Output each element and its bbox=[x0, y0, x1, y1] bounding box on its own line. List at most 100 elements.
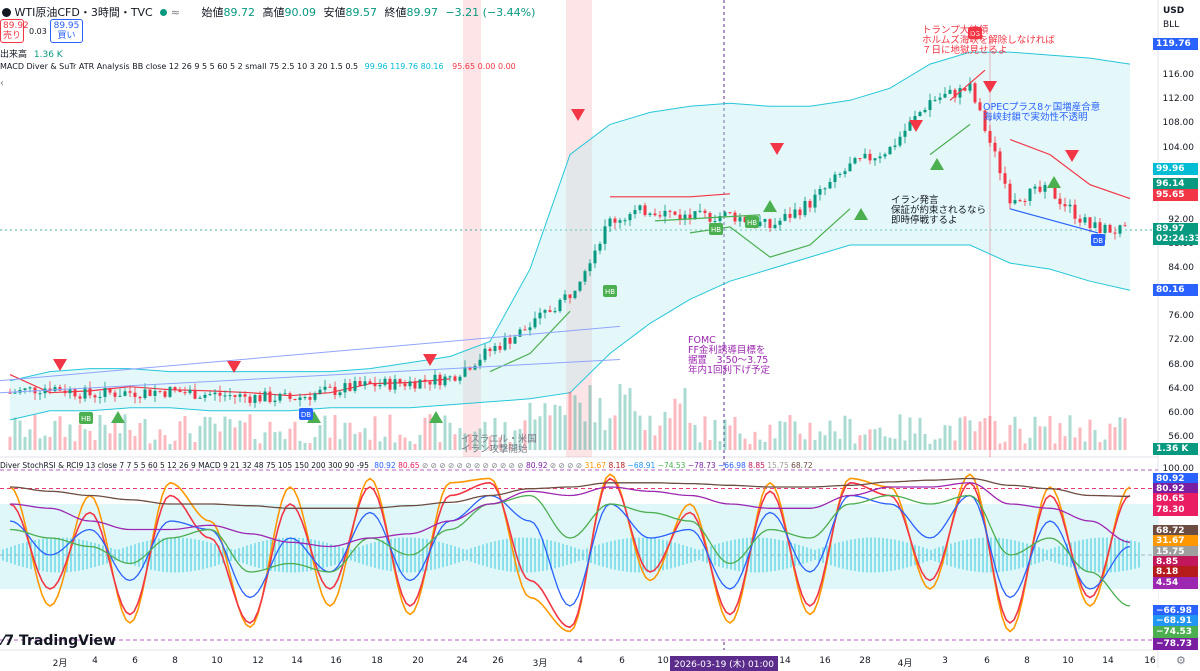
price-pane[interactable]: HB HB HB HB DB DB DS bbox=[0, 27, 1131, 450]
settings-gear-icon[interactable]: ⚙ bbox=[1176, 654, 1186, 667]
candle-body[interactable] bbox=[563, 294, 567, 300]
candle-body[interactable] bbox=[83, 387, 87, 399]
candle-body[interactable] bbox=[668, 210, 672, 212]
sell-signal-triangle[interactable] bbox=[227, 361, 241, 373]
candle-body[interactable] bbox=[38, 393, 42, 395]
sell-signal-triangle[interactable] bbox=[909, 120, 923, 132]
candle-body[interactable] bbox=[1013, 200, 1017, 204]
candle-body[interactable] bbox=[953, 89, 957, 98]
candle-body[interactable] bbox=[573, 290, 577, 299]
candle-body[interactable] bbox=[248, 396, 252, 403]
candle-body[interactable] bbox=[1113, 232, 1117, 234]
candle-body[interactable] bbox=[333, 386, 337, 396]
candle-body[interactable] bbox=[243, 394, 247, 397]
candle-body[interactable] bbox=[908, 121, 912, 131]
candle-body[interactable] bbox=[58, 387, 62, 391]
candle-body[interactable] bbox=[728, 212, 732, 214]
candle-body[interactable] bbox=[28, 387, 32, 389]
sell-signal-triangle[interactable] bbox=[1065, 150, 1079, 162]
candle-body[interactable] bbox=[918, 112, 922, 116]
candle-body[interactable] bbox=[8, 392, 12, 394]
candle-body[interactable] bbox=[893, 145, 897, 147]
candle-body[interactable] bbox=[1073, 204, 1077, 219]
candle-body[interactable] bbox=[968, 83, 972, 91]
candle-body[interactable] bbox=[683, 214, 687, 220]
candle-body[interactable] bbox=[413, 381, 417, 389]
candle-body[interactable] bbox=[1118, 225, 1122, 234]
candle-body[interactable] bbox=[1083, 217, 1087, 223]
candle-body[interactable] bbox=[553, 311, 557, 313]
candle-body[interactable] bbox=[648, 213, 652, 215]
candle-body[interactable] bbox=[93, 395, 97, 398]
candle-body[interactable] bbox=[948, 89, 952, 94]
candle-body[interactable] bbox=[443, 376, 447, 386]
candle-body[interactable] bbox=[1008, 183, 1012, 204]
candle-body[interactable] bbox=[933, 99, 937, 101]
candle-body[interactable] bbox=[578, 281, 582, 291]
candle-body[interactable] bbox=[738, 217, 742, 222]
buy-signal-triangle[interactable] bbox=[111, 411, 125, 423]
candle-body[interactable] bbox=[993, 142, 997, 152]
oscillator-line-stochrsi-k[interactable] bbox=[9, 473, 1131, 633]
candle-body[interactable] bbox=[153, 390, 157, 396]
oscillator-line-rci-48[interactable] bbox=[9, 482, 1131, 548]
oscillator-line-rci-75[interactable] bbox=[9, 477, 1131, 509]
candle-body[interactable] bbox=[1033, 186, 1037, 189]
candle-body[interactable] bbox=[513, 336, 517, 344]
candle-body[interactable] bbox=[628, 214, 632, 221]
candle-body[interactable] bbox=[773, 224, 777, 228]
candle-body[interactable] bbox=[868, 153, 872, 161]
candle-body[interactable] bbox=[1088, 217, 1092, 228]
candle-body[interactable] bbox=[468, 367, 472, 370]
candle-body[interactable] bbox=[688, 214, 692, 220]
candle-body[interactable] bbox=[543, 310, 547, 313]
candle-body[interactable] bbox=[138, 396, 142, 399]
candle-body[interactable] bbox=[1058, 198, 1062, 205]
candle-body[interactable] bbox=[533, 318, 537, 328]
candle-body[interactable] bbox=[518, 329, 522, 337]
candle-body[interactable] bbox=[398, 379, 402, 384]
buy-signal-triangle[interactable] bbox=[854, 208, 868, 220]
candle-body[interactable] bbox=[53, 387, 57, 392]
candle-body[interactable] bbox=[693, 211, 697, 220]
candle-body[interactable] bbox=[593, 250, 597, 264]
candle-body[interactable] bbox=[538, 312, 542, 319]
sell-signal-triangle[interactable] bbox=[770, 143, 784, 155]
candle-body[interactable] bbox=[1003, 173, 1007, 184]
candle-body[interactable] bbox=[803, 201, 807, 216]
candle-body[interactable] bbox=[313, 393, 317, 400]
candle-body[interactable] bbox=[678, 214, 682, 220]
candle-body[interactable] bbox=[823, 188, 827, 190]
buy-signal-triangle[interactable] bbox=[930, 158, 944, 170]
candle-body[interactable] bbox=[358, 381, 362, 386]
candle-body[interactable] bbox=[158, 390, 162, 392]
candle-body[interactable] bbox=[63, 390, 67, 394]
candle-body[interactable] bbox=[503, 337, 507, 350]
sell-button[interactable]: 89.92 売り bbox=[0, 19, 29, 43]
candle-body[interactable] bbox=[23, 388, 27, 391]
candle-body[interactable] bbox=[1068, 204, 1072, 207]
candle-body[interactable] bbox=[888, 146, 892, 155]
candle-body[interactable] bbox=[258, 395, 262, 402]
candle-body[interactable] bbox=[453, 376, 457, 381]
sell-signal-triangle[interactable] bbox=[53, 359, 67, 371]
candle-body[interactable] bbox=[558, 299, 562, 312]
candle-body[interactable] bbox=[613, 218, 617, 223]
candle-body[interactable] bbox=[483, 348, 487, 360]
candle-body[interactable] bbox=[963, 88, 967, 91]
indicator-legend[interactable]: MACD Diver & SuTr ATR Analysis BB close … bbox=[0, 62, 516, 71]
oscillator-line-rci-21[interactable] bbox=[9, 494, 1131, 607]
candle-body[interactable] bbox=[1103, 224, 1107, 233]
candle-body[interactable] bbox=[548, 310, 552, 312]
candle-body[interactable] bbox=[403, 383, 407, 387]
currency-label[interactable]: USD bbox=[1163, 6, 1185, 16]
candle-body[interactable] bbox=[788, 213, 792, 218]
candle-body[interactable] bbox=[813, 194, 817, 208]
candle-body[interactable] bbox=[163, 391, 167, 397]
candle-body[interactable] bbox=[768, 219, 772, 228]
candle-body[interactable] bbox=[68, 389, 72, 394]
candle-body[interactable] bbox=[393, 379, 397, 390]
candle-body[interactable] bbox=[718, 215, 722, 222]
candle-body[interactable] bbox=[438, 374, 442, 386]
